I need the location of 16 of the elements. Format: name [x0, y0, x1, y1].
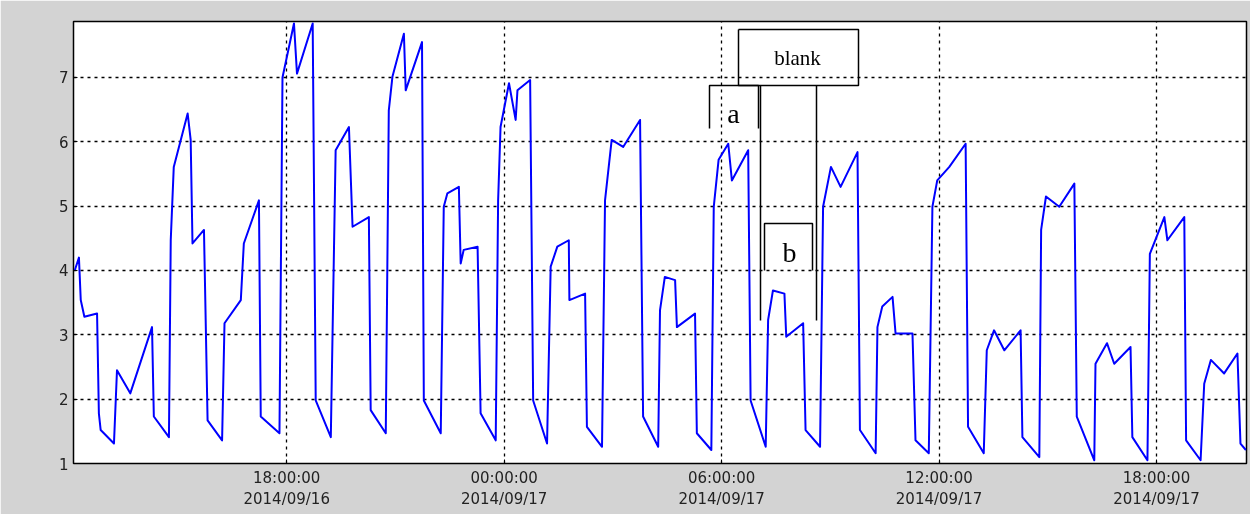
- x-tick-label: 18:00:00 2014/09/17: [1113, 468, 1200, 509]
- line-series: [73, 22, 1247, 462]
- x-tick-label: 12:00:00 2014/09/17: [895, 468, 983, 509]
- y-tick-label: 7: [58, 69, 69, 88]
- annotation: a: [727, 98, 741, 129]
- y-tick-label: 6: [58, 133, 69, 152]
- y-tick-label: 5: [58, 198, 69, 217]
- y-tick-label: 4: [58, 262, 69, 281]
- x-tick-label: 18:00:00 2014/09/16: [243, 468, 330, 509]
- x-tick-label: 00:00:00 2014/09/17: [460, 468, 548, 509]
- annotation: blank: [774, 45, 822, 70]
- y-tick-label: 1: [58, 455, 69, 474]
- x-tick-label: 06:00:00 2014/09/17: [678, 468, 765, 509]
- annotation: b: [782, 237, 797, 268]
- y-tick-label: 2: [58, 391, 69, 410]
- y-tick-label: 3: [58, 326, 69, 345]
